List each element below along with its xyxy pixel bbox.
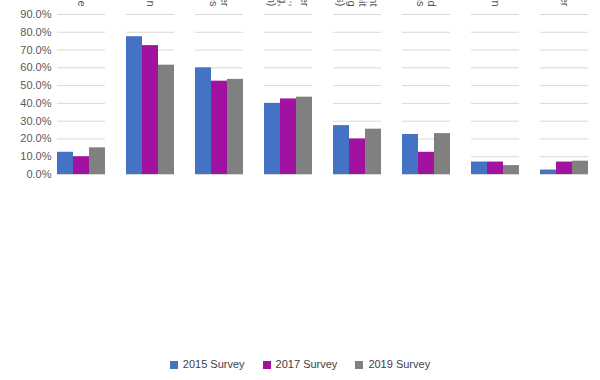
html-text:2017 Survey: 2017 Survey: [275, 358, 338, 370]
svg-text:80.0%: 80.0%: [20, 26, 51, 38]
svg-text:20.0%: 20.0%: [20, 132, 51, 144]
svg-text:10.0%: 10.0%: [20, 150, 51, 162]
svg-text:30.0%: 30.0%: [20, 115, 51, 127]
svg-text:0.0%: 0.0%: [26, 168, 51, 180]
svg-text:Supporting Non-WinterMaintenan: Supporting Non-WinterMaintenance Activit…: [266, 0, 311, 7]
svg-text:Setting Seasonal LoadRestricti: Setting Seasonal LoadRestrictions: [415, 0, 438, 7]
svg-text:Providing Traveler Information: Providing Traveler Information: [145, 0, 157, 7]
svg-text:50.0%: 50.0%: [20, 79, 51, 91]
svg-text:Other: Other: [559, 0, 571, 7]
svg-text:70.0%: 70.0%: [20, 44, 51, 56]
svg-text:None: None: [76, 0, 88, 7]
svg-text:90.0%: 90.0%: [20, 8, 51, 20]
svg-text:60.0%: 60.0%: [20, 61, 51, 73]
svg-text:40.0%: 40.0%: [20, 97, 51, 109]
html-text:2019 Survey: 2019 Survey: [368, 358, 431, 370]
svg-text:Coordination with OtherJurisdi: Coordination with OtherJurisdictions / A…: [208, 0, 231, 7]
svg-text:Not Sure / Unknown: Not Sure / Unknown: [490, 0, 502, 7]
svg-text:Traffic Control and Management: Traffic Control and Management(e.g., Spe…: [335, 0, 380, 7]
html-text:2015 Survey: 2015 Survey: [182, 358, 245, 370]
